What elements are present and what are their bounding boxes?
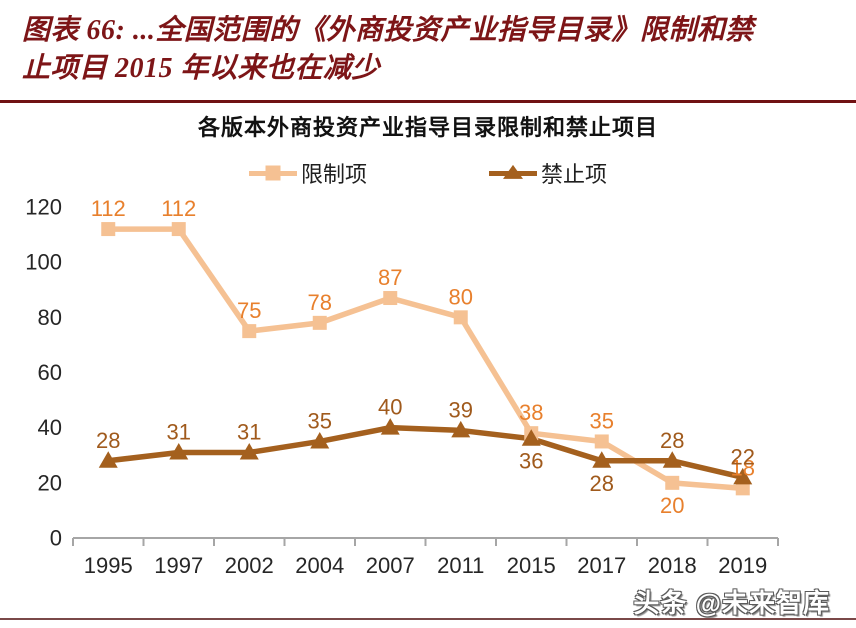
data-label-限制项: 75 (237, 298, 261, 323)
legend-item-prohibited: 禁止项 (489, 157, 607, 189)
legend-label-restricted: 限制项 (300, 162, 367, 187)
report-title-line1: 图表 66: ...全国范围的《外商投资产业指导目录》限制和禁 (22, 15, 754, 46)
square-marker-icon (265, 165, 281, 181)
x-axis-label: 2017 (577, 553, 626, 578)
legend-line-restricted (248, 165, 297, 181)
square-marker-icon (594, 434, 609, 449)
y-axis-label: 20 (38, 470, 62, 495)
data-label-禁止项: 28 (590, 471, 614, 496)
data-label-限制项: 112 (161, 196, 196, 221)
data-label-禁止项: 35 (308, 408, 332, 433)
data-label-限制项: 87 (378, 265, 402, 290)
y-axis-label: 80 (38, 305, 62, 330)
x-axis-label: 2007 (366, 553, 415, 578)
data-label-禁止项: 40 (378, 395, 402, 420)
chart-title: 各版本外商投资产业指导目录限制和禁止项目 (197, 115, 658, 140)
y-axis-label: 60 (38, 360, 62, 385)
data-label-限制项: 78 (308, 290, 332, 315)
square-marker-icon (312, 315, 327, 330)
data-label-禁止项: 28 (96, 428, 120, 453)
y-axis-label: 40 (38, 415, 62, 440)
triangle-marker-icon (98, 451, 118, 468)
y-axis-label: 120 (25, 195, 62, 220)
y-axis-label: 0 (50, 526, 62, 551)
x-axis-label: 2018 (648, 553, 697, 578)
legend-label-prohibited: 禁止项 (541, 162, 608, 187)
square-marker-icon (735, 481, 750, 496)
series-line-限制项 (108, 226, 743, 492)
data-label-限制项: 18 (731, 455, 755, 480)
triangle-marker-icon (169, 442, 189, 460)
data-label-禁止项: 31 (167, 419, 191, 444)
legend-line-prohibited (489, 164, 537, 179)
square-marker-icon (665, 475, 680, 490)
x-axis-label: 2019 (718, 553, 767, 578)
triangle-marker-icon (733, 467, 753, 485)
triangle-marker-icon (310, 431, 330, 449)
legend-item-restricted: 限制项 (248, 157, 367, 189)
triangle-marker-icon (239, 442, 259, 460)
square-marker-icon (383, 291, 398, 306)
data-label-限制项: 35 (590, 408, 614, 433)
triangle-marker-icon (662, 451, 682, 468)
triangle-marker-icon (380, 418, 400, 435)
data-label-限制项: 38 (519, 400, 543, 425)
data-label-限制项: 112 (91, 196, 126, 221)
triangle-marker-icon (451, 420, 471, 438)
square-marker-icon (171, 222, 186, 237)
report-title-line2: 止项目 2015 年以来也在减少 (22, 53, 381, 84)
square-marker-icon (242, 324, 257, 339)
x-axis-label: 2004 (295, 553, 344, 578)
chart-legend: 限制项 禁止项 (0, 158, 856, 188)
data-label-禁止项: 28 (660, 428, 684, 453)
triangle-marker-icon (503, 164, 523, 179)
series-line-禁止项 (107, 424, 744, 480)
footer-divider (0, 618, 856, 620)
report-title: 图表 66: ...全国范围的《外商投资产业指导目录》限制和禁 止项目 2015… (22, 12, 842, 88)
watermark: 头条 @未来智库 (633, 588, 830, 618)
data-label-禁止项: 39 (449, 397, 473, 422)
y-axis-label: 100 (25, 250, 62, 275)
data-label-禁止项: 31 (237, 419, 261, 444)
data-label-禁止项: 36 (519, 449, 543, 474)
data-label-限制项: 80 (449, 284, 473, 309)
x-axis-label: 2002 (225, 553, 274, 578)
x-axis-label: 1997 (154, 553, 203, 578)
header-divider (0, 100, 856, 103)
data-label-限制项: 20 (660, 493, 684, 518)
x-axis-label: 1995 (84, 553, 133, 578)
x-axis-label: 2015 (507, 553, 556, 578)
triangle-marker-icon (521, 429, 541, 446)
square-marker-icon (101, 222, 116, 237)
data-label-禁止项: 22 (731, 444, 755, 469)
square-marker-icon (453, 310, 468, 325)
triangle-marker-icon (592, 451, 612, 468)
x-axis-label: 2011 (437, 553, 484, 578)
